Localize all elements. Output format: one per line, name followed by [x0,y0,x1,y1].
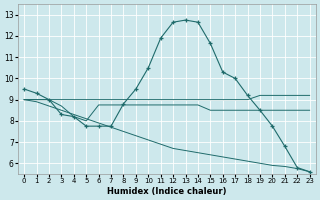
X-axis label: Humidex (Indice chaleur): Humidex (Indice chaleur) [107,187,227,196]
